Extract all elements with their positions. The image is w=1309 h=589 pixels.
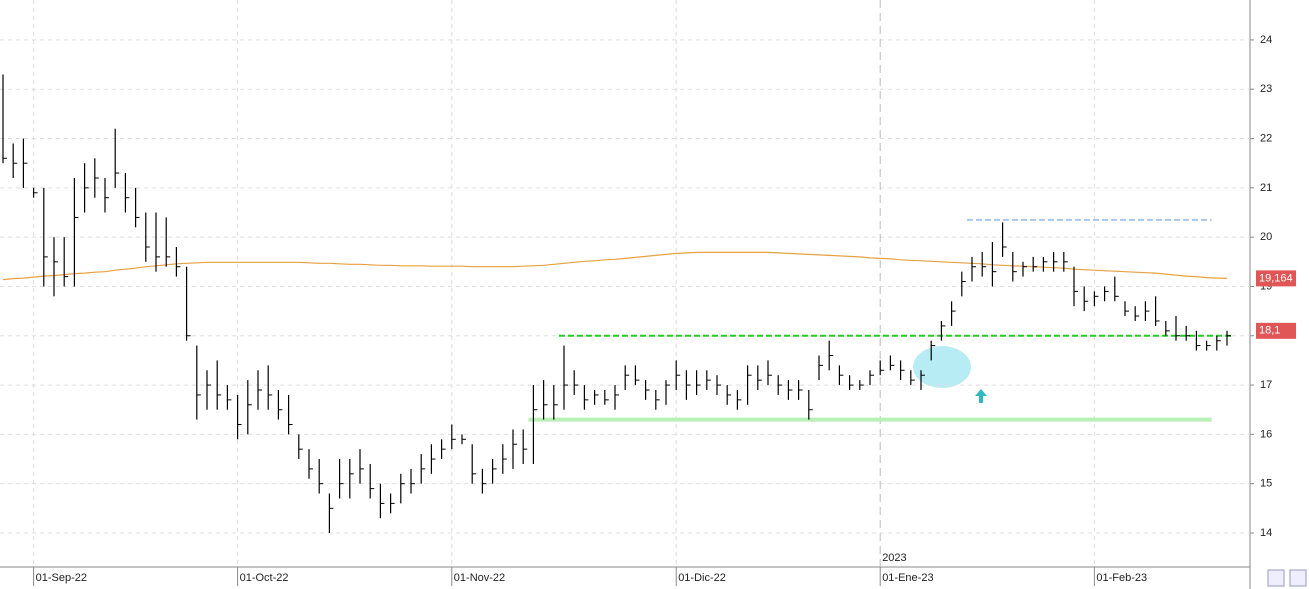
y-tick-label: 16 [1260, 428, 1272, 440]
price-badge-label: 19,164 [1259, 272, 1293, 284]
highlight-ellipse [913, 346, 971, 388]
y-tick-label: 24 [1260, 34, 1272, 46]
price-badge [1256, 322, 1296, 339]
y-tick-label: 22 [1260, 132, 1272, 144]
x-tick-label: 01-Sep-22 [36, 572, 87, 584]
y-tick-label: 15 [1260, 478, 1272, 490]
y-tick-label: 23 [1260, 83, 1272, 95]
zoom-button[interactable] [1267, 569, 1285, 587]
price-badge [1256, 270, 1296, 287]
x-tick-label: 01-Feb-23 [1096, 572, 1147, 584]
x-tick-label: 01-Dic-22 [678, 572, 726, 584]
y-tick-label: 21 [1260, 182, 1272, 194]
y-tick-label: 17 [1260, 379, 1272, 391]
price-badge-label: 18,1 [1259, 325, 1280, 337]
y-tick-label: 20 [1260, 231, 1272, 243]
arrow-up [975, 389, 987, 403]
x-tick-label: 01-Oct-22 [240, 572, 289, 584]
x-tick-label: 01-Ene-23 [882, 572, 933, 584]
x-tick-label: 01-Nov-22 [454, 572, 505, 584]
year-label: 2023 [882, 552, 906, 564]
save-button[interactable] [1289, 569, 1307, 587]
y-tick-label: 14 [1260, 527, 1272, 539]
